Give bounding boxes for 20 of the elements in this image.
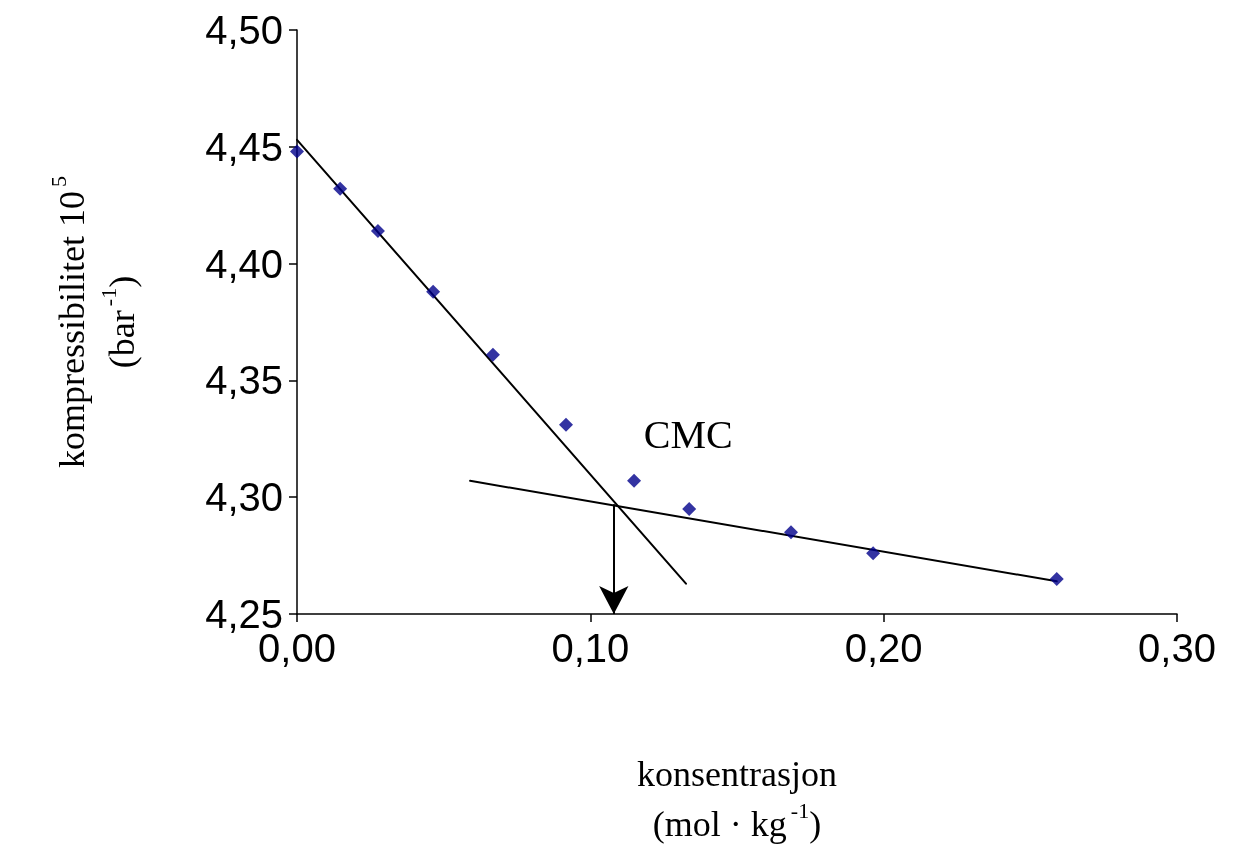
point — [627, 473, 642, 488]
x-tick-label: 0,30 — [1138, 626, 1216, 670]
annotation: CMC — [643, 411, 733, 457]
point — [290, 144, 304, 159]
point — [333, 181, 348, 196]
y-tick-label: 4,45 — [205, 124, 283, 169]
point — [426, 284, 441, 299]
point — [485, 347, 500, 362]
point — [783, 525, 798, 540]
y-tick-label: 4,30 — [205, 475, 283, 520]
point — [866, 546, 881, 561]
y-tick-label: 4,50 — [205, 8, 283, 52]
y-tick-label: 4,35 — [205, 358, 283, 403]
point — [558, 417, 573, 432]
x-tick-label: 0,20 — [844, 626, 923, 670]
y-tick-label: 4,40 — [205, 241, 283, 286]
x-tick-label: 0,10 — [551, 626, 630, 670]
point — [370, 223, 385, 238]
point — [682, 501, 697, 516]
point — [1049, 571, 1064, 586]
